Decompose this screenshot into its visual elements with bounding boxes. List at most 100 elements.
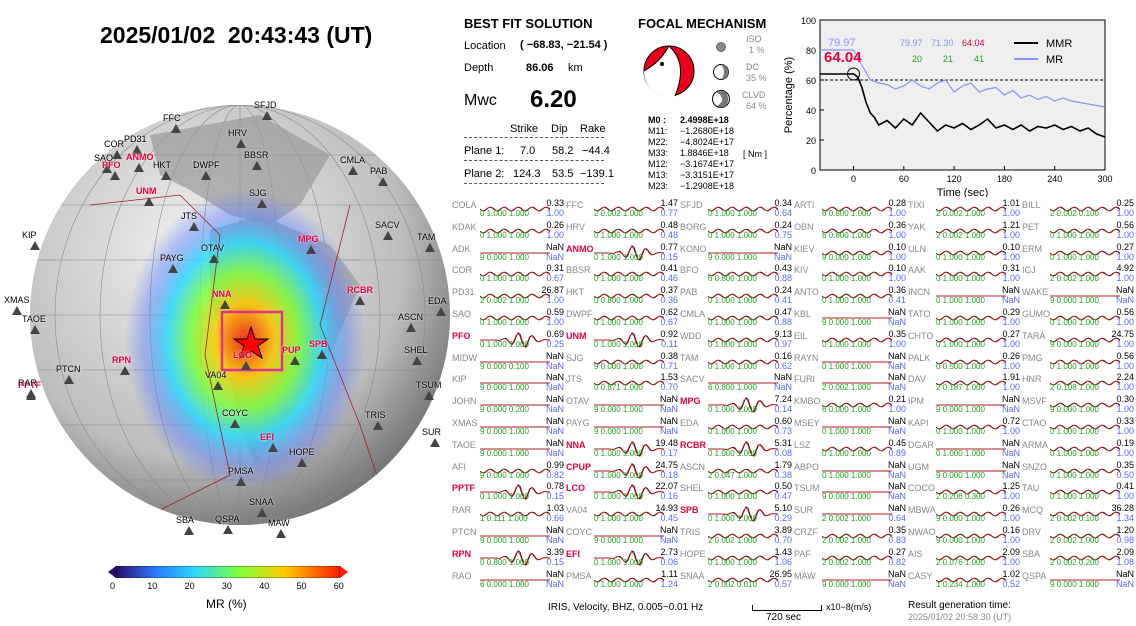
- station-cell[interactable]: KIEV 9 0.000 1.000 0.10 1.00: [794, 242, 906, 264]
- station-cell[interactable]: INCN 0 1.000 1.000 NaN NaN: [908, 285, 1020, 307]
- station-cell[interactable]: HOPE 0 1.000 1.000 1.43 1.06: [680, 547, 792, 569]
- station-cell[interactable]: BILL 2 0.002 0.100 0.25 1.00: [1022, 198, 1134, 220]
- station-cell[interactable]: ANMO 0 1.000 1.000 0.77 0.15: [566, 242, 678, 264]
- station-cell[interactable]: COR 0 1.000 1.000 0.31 0.67: [452, 263, 564, 285]
- station-cell[interactable]: MSVF 9 0.000 1.000 0.30 1.00: [1022, 394, 1134, 416]
- station-cell[interactable]: GUMO 0 1.000 1.000 0.56 1.00: [1022, 307, 1134, 329]
- station-cell[interactable]: EIL 0 1.000 1.000 0.35 1.00: [794, 329, 906, 351]
- station-cell[interactable]: DAV 2 0.187 1.000 1.91 1.00: [908, 372, 1020, 394]
- station-cell[interactable]: TSUM 9 0.000 1.000 NaN NaN: [794, 481, 906, 503]
- station-cell[interactable]: WAKE 9 0.000 1.000 NaN NaN: [1022, 285, 1134, 307]
- station-cell[interactable]: KDAK 0 1.000 1.000 0.26 1.00: [452, 220, 564, 242]
- station-cell[interactable]: PAF 2 0.002 1.000 0.27 0.82: [794, 547, 906, 569]
- station-cell[interactable]: MSEY 0 1.000 1.000 NaN NaN: [794, 416, 906, 438]
- station-cell[interactable]: ABPO 0 1.000 1.000 NaN NaN: [794, 460, 906, 482]
- station-cell[interactable]: KIV 0 1.000 1.000 0.10 1.00: [794, 263, 906, 285]
- station-cell[interactable]: SHEL 0 1.000 1.000 0.50 0.47: [680, 481, 792, 503]
- station-cell[interactable]: DRV 2 0.002 1.000 1.20 0.98: [1022, 525, 1134, 547]
- station-cell[interactable]: RPN 0 0.800 1.000 3.39 0.15: [452, 547, 564, 569]
- station-cell[interactable]: PMG 0 1.000 1.000 0.56 1.00: [1022, 351, 1134, 373]
- station-cell[interactable]: ULN 0 1.000 1.000 0.10 1.00: [908, 242, 1020, 264]
- station-cell[interactable]: FURI 2 0.002 1.000 NaN NaN: [794, 372, 906, 394]
- station-cell[interactable]: COLA 0 1.000 1.000 0.33 1.00: [452, 198, 564, 220]
- station-cell[interactable]: XMAS 9 0.000 1.000 NaN NaN: [452, 416, 564, 438]
- station-cell[interactable]: CASY 1 0.234 1.000 1.02 0.52: [908, 569, 1020, 591]
- station-cell[interactable]: RAR 1 0.111 1.000 1.03 0.66: [452, 503, 564, 525]
- station-cell[interactable]: UNM 0 1.000 1.000 0.92 0.11: [566, 329, 678, 351]
- station-cell[interactable]: UGM 9 0.000 1.000 NaN NaN: [908, 460, 1020, 482]
- station-cell[interactable]: CHTO 0 1.000 1.000 0.27 1.00: [908, 329, 1020, 351]
- station-cell[interactable]: SPB 0 1.000 1.000 5.10 0.29: [680, 503, 792, 525]
- station-cell[interactable]: ARTI 6 0.800 1.000 0.28 1.00: [794, 198, 906, 220]
- station-cell[interactable]: BORG 0 1.000 1.000 0.24 0.75: [680, 220, 792, 242]
- station-cell[interactable]: ICJ 2 0.002 1.000 4.92 1.00: [1022, 263, 1134, 285]
- station-cell[interactable]: VA04 0 1.000 1.000 14.93 0.45: [566, 503, 678, 525]
- station-cell[interactable]: DGAR 0 1.000 1.000 NaN NaN: [908, 438, 1020, 460]
- station-cell[interactable]: DWPF 0 1.000 1.000 0.62 0.67: [566, 307, 678, 329]
- station-cell[interactable]: FFC 2 0.002 1.000 1.47 0.77: [566, 198, 678, 220]
- station-cell[interactable]: OTAV 9 0.000 1.000 NaN NaN: [566, 394, 678, 416]
- station-cell[interactable]: COYC 9 0.000 1.000 NaN NaN: [566, 525, 678, 547]
- station-cell[interactable]: EDA 0 1.000 1.000 0.60 0.73: [680, 416, 792, 438]
- station-cell[interactable]: MBWA 9 0.000 1.000 0.26 1.00: [908, 503, 1020, 525]
- station-cell[interactable]: PPTF 0 1.000 1.000 0.78 0.15: [452, 481, 564, 503]
- station-cell[interactable]: LCO 0 1.000 1.000 22.07 0.16: [566, 481, 678, 503]
- station-cell[interactable]: PALK 0 0.500 1.000 0.26 1.00: [908, 351, 1020, 373]
- station-cell[interactable]: MAW 9 0.000 1.000 NaN NaN: [794, 569, 906, 591]
- station-cell[interactable]: TAOE 9 0.000 1.000 NaN NaN: [452, 438, 564, 460]
- station-cell[interactable]: BBSR 0 1.000 1.000 0.41 0.46: [566, 263, 678, 285]
- station-cell[interactable]: QSPA 9 0.000 1.000 NaN NaN: [1022, 569, 1134, 591]
- station-cell[interactable]: PTCN 9 0.000 1.000 NaN NaN: [452, 525, 564, 547]
- station-cell[interactable]: TARA 9 0.000 1.000 24.75 1.00: [1022, 329, 1134, 351]
- station-cell[interactable]: KBL 9 0.000 1.000 NaN NaN: [794, 307, 906, 329]
- station-cell[interactable]: JOHN 9 0.000 0.200 NaN NaN: [452, 394, 564, 416]
- station-cell[interactable]: NWAO 9 0.000 1.000 0.16 1.00: [908, 525, 1020, 547]
- station-cell[interactable]: EFI 0 1.000 1.000 2.73 0.06: [566, 547, 678, 569]
- station-cell[interactable]: PD31 2 0.002 1.000 26.87 1.00: [452, 285, 564, 307]
- station-cell[interactable]: COCO 2 0.206 0.300 1.25 1.00: [908, 481, 1020, 503]
- station-cell[interactable]: TRIS 2 0.002 1.000 3.89 0.70: [680, 525, 792, 547]
- station-cell[interactable]: KMBO 6 0.000 1.000 0.21 1.00: [794, 394, 906, 416]
- station-cell[interactable]: HNR 2 0.108 1.000 2.24 1.00: [1022, 372, 1134, 394]
- station-cell[interactable]: MPG 0 1.000 1.000 7.24 0.14: [680, 394, 792, 416]
- station-cell[interactable]: SAO 0 1.000 1.000 0.59 1.00: [452, 307, 564, 329]
- station-cell[interactable]: PMSA 0 1.000 1.000 1.11 1.24: [566, 569, 678, 591]
- station-cell[interactable]: AAK 0 1.000 1.000 0.31 1.00: [908, 263, 1020, 285]
- station-cell[interactable]: IPM 9 0.000 1.000 NaN NaN: [908, 394, 1020, 416]
- station-cell[interactable]: AIS 2 0.076 1.000 2.09 1.00: [908, 547, 1020, 569]
- station-cell[interactable]: WDD 0 1.000 1.000 9.13 0.97: [680, 329, 792, 351]
- station-cell[interactable]: KAPI 0 1.000 1.000 0.72 1.00: [908, 416, 1020, 438]
- station-cell[interactable]: PFO 0 1.000 1.000 0.69 0.25: [452, 329, 564, 351]
- station-cell[interactable]: KIP 9 0.000 1.000 NaN NaN: [452, 372, 564, 394]
- station-cell[interactable]: BFO 6 0.800 1.000 0.43 0.88: [680, 263, 792, 285]
- station-cell[interactable]: PAB 0 1.000 1.000 0.24 0.41: [680, 285, 792, 307]
- station-cell[interactable]: TAM 0 1.000 1.000 0.16 0.62: [680, 351, 792, 373]
- station-cell[interactable]: TATO 0 1.000 1.000 0.29 1.00: [908, 307, 1020, 329]
- station-cell[interactable]: RAO 6 0.000 1.000 NaN NaN: [452, 569, 564, 591]
- station-cell[interactable]: SNZO 0 1.000 1.000 0.35 0.50: [1022, 460, 1134, 482]
- station-cell[interactable]: SFJD 0 1.000 1.000 0.34 0.64: [680, 198, 792, 220]
- station-cell[interactable]: RAYN 0 1.000 1.000 NaN NaN: [794, 351, 906, 373]
- station-cell[interactable]: SUR 2 0.002 1.000 NaN 0.64: [794, 503, 906, 525]
- station-cell[interactable]: ERM 0 1.000 1.000 0.27 1.00: [1022, 242, 1134, 264]
- station-cell[interactable]: OBN 6 0.800 1.000 0.36 1.00: [794, 220, 906, 242]
- station-cell[interactable]: JTS 0 0.871 1.000 1.53 0.70: [566, 372, 678, 394]
- station-cell[interactable]: TAU 0 1.000 1.000 0.41 1.00: [1022, 481, 1134, 503]
- station-cell[interactable]: MIDW 9 0.000 0.100 NaN NaN: [452, 351, 564, 373]
- station-cell[interactable]: SNAA 2 0.002 0.010 26.95 0.57: [680, 569, 792, 591]
- station-cell[interactable]: TIXI 2 0.002 1.000 1.01 1.00: [908, 198, 1020, 220]
- station-cell[interactable]: LSZ 0 1.000 1.000 0.45 0.89: [794, 438, 906, 460]
- station-cell[interactable]: SBA 2 0.002 0.200 2.09 1.08: [1022, 547, 1134, 569]
- station-cell[interactable]: CTAO 0 1.000 1.000 0.33 1.00: [1022, 416, 1134, 438]
- station-cell[interactable]: KONO 9 0.000 1.000 NaN NaN: [680, 242, 792, 264]
- station-cell[interactable]: ADK 9 0.000 1.000 NaN NaN: [452, 242, 564, 264]
- station-cell[interactable]: RCBR 0 1.000 1.000 5.31 0.08: [680, 438, 792, 460]
- station-cell[interactable]: ANTO 0 1.000 1.000 0.36 0.41: [794, 285, 906, 307]
- station-cell[interactable]: SACV 6 0.800 1.000 NaN NaN: [680, 372, 792, 394]
- station-cell[interactable]: YAK 2 0.002 1.000 1.21 1.00: [908, 220, 1020, 242]
- station-cell[interactable]: SJG 9 0.000 1.000 0.38 0.71: [566, 351, 678, 373]
- station-cell[interactable]: CRZF 2 0.002 1.000 0.35 0.83: [794, 525, 906, 547]
- station-cell[interactable]: HRV 0 1.000 1.000 0.48 0.48: [566, 220, 678, 242]
- station-cell[interactable]: HKT 0 0.800 1.000 0.37 0.36: [566, 285, 678, 307]
- station-cell[interactable]: NNA 0 1.000 1.000 19.48 0.17: [566, 438, 678, 460]
